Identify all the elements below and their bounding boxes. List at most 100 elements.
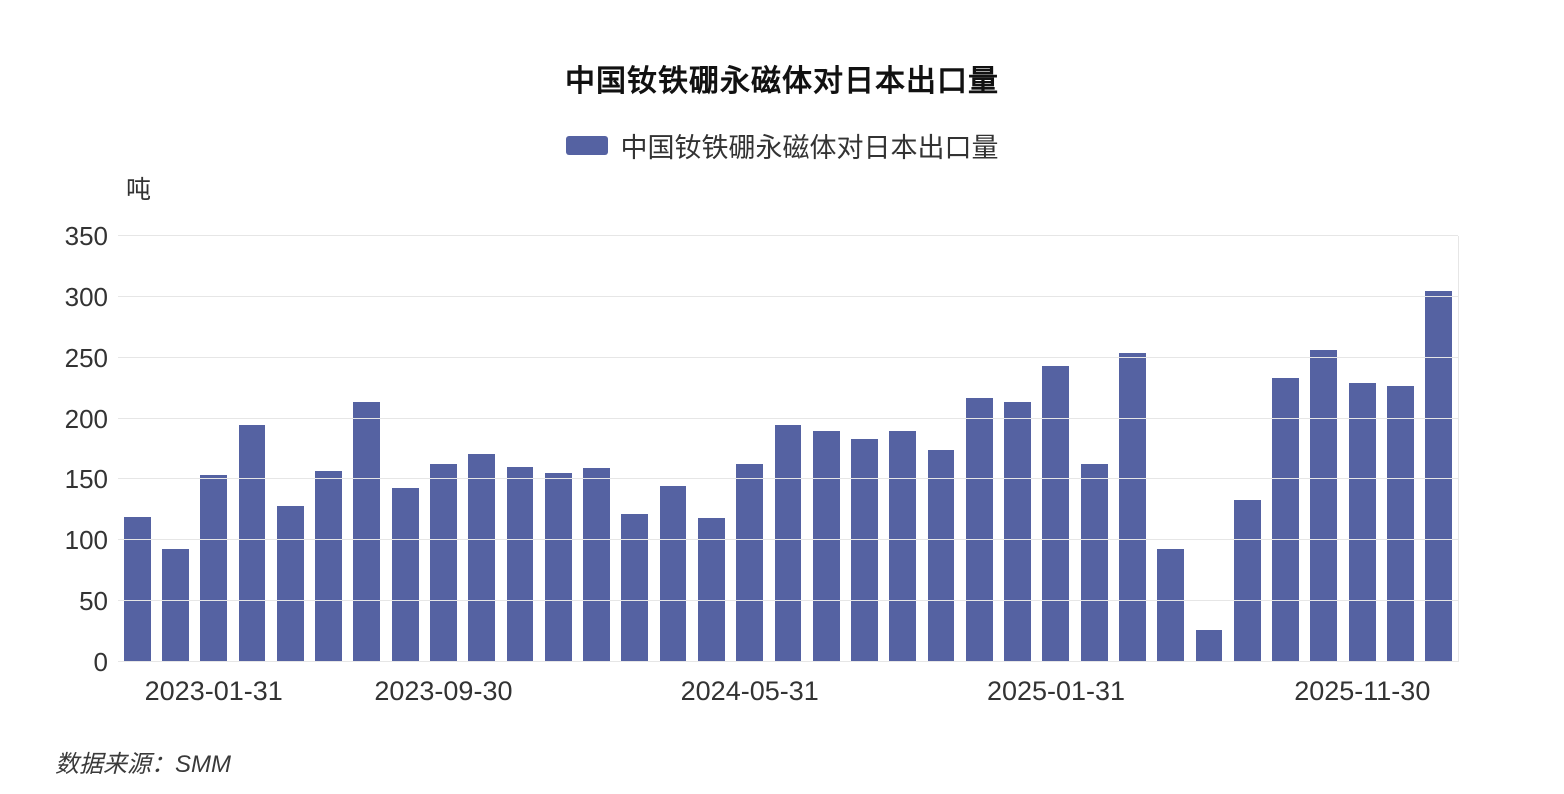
bar-slot	[616, 236, 654, 662]
y-tick-label: 150	[64, 464, 108, 495]
gridline	[118, 417, 1458, 419]
bars	[118, 236, 1458, 662]
bar-slot	[1305, 236, 1343, 662]
chart-title: 中国钕铁硼永磁体对日本出口量	[565, 65, 999, 98]
x-tick-label: 2025-11-30	[1294, 676, 1431, 706]
legend-label: 中国钕铁硼永磁体对日本出口量	[620, 133, 999, 163]
bar	[965, 397, 993, 662]
bar	[315, 470, 342, 662]
bar-slot	[577, 236, 615, 662]
bar	[276, 506, 304, 662]
bar-slot	[309, 236, 347, 662]
bar-slot	[807, 236, 845, 662]
bar	[1080, 463, 1108, 662]
bar	[1272, 378, 1299, 662]
bar	[1425, 290, 1453, 662]
bar	[1233, 500, 1261, 662]
bar	[200, 474, 228, 662]
bar	[544, 473, 572, 662]
bar	[1119, 352, 1146, 662]
bar-slot	[348, 236, 386, 662]
bar-slot	[1075, 236, 1113, 662]
bar	[812, 430, 840, 662]
bar	[1042, 366, 1070, 662]
gridline	[118, 235, 1458, 236]
bar	[1310, 350, 1338, 662]
y-tick-label: 100	[64, 525, 108, 556]
bar-slot	[884, 236, 922, 662]
legend: 中国钕铁硼永磁体对日本出口量	[0, 126, 1564, 165]
legend-swatch-icon	[565, 136, 608, 155]
bar-slot	[998, 236, 1036, 662]
x-tick-label: 2025-01-31	[986, 676, 1126, 706]
bar	[583, 468, 610, 662]
bar-slot	[271, 236, 309, 662]
bar	[1157, 548, 1185, 662]
bar	[468, 453, 496, 662]
bar	[1004, 401, 1031, 662]
bar	[889, 430, 917, 662]
x-tick-label: 2023-01-31	[144, 676, 283, 706]
y-tick-label: 200	[64, 403, 108, 434]
bar	[123, 517, 151, 662]
x-tick-label: 2024-05-31	[680, 676, 819, 706]
bar-slot	[731, 236, 769, 662]
bar-slot	[922, 236, 960, 662]
bar-slot	[692, 236, 730, 662]
bar	[1195, 630, 1223, 662]
bar	[659, 485, 687, 662]
bar-slot	[769, 236, 807, 662]
bar	[621, 513, 649, 662]
bar-slot	[118, 236, 156, 662]
bar	[238, 424, 266, 662]
bar-slot	[1381, 236, 1419, 662]
bar-slot	[1266, 236, 1304, 662]
bar-slot	[1152, 236, 1190, 662]
bar-slot	[1420, 236, 1458, 662]
bar-slot	[539, 236, 577, 662]
bar-slot	[463, 236, 501, 662]
gridline	[118, 295, 1458, 297]
y-tick-label: 0	[93, 647, 108, 677]
bar	[851, 439, 878, 662]
bar	[697, 518, 725, 662]
bar-slot	[195, 236, 233, 662]
y-tick-label: 350	[64, 221, 108, 251]
bar	[353, 401, 381, 662]
gridline	[118, 539, 1458, 541]
y-tick-label: 50	[79, 586, 108, 617]
gridline	[118, 600, 1458, 602]
bar	[736, 463, 764, 662]
bar-slot	[960, 236, 998, 662]
bar	[162, 548, 189, 662]
bar	[1348, 383, 1376, 662]
bar	[506, 467, 534, 662]
bar-slot	[156, 236, 194, 662]
bar	[429, 463, 457, 662]
y-tick-label: 250	[64, 342, 108, 373]
bar-slot	[654, 236, 692, 662]
bar	[927, 450, 955, 662]
bar	[1387, 385, 1414, 662]
bar-slot	[501, 236, 539, 662]
y-axis-tick-labels: 0 50 100 150 200 250 300 350	[0, 223, 108, 675]
bar-slot	[1190, 236, 1228, 662]
bar-slot	[845, 236, 883, 662]
y-tick-label: 300	[64, 281, 108, 312]
bar-slot	[233, 236, 271, 662]
bar	[391, 487, 419, 662]
gridline	[118, 356, 1458, 358]
bar-slot	[1343, 236, 1381, 662]
bar-slot	[1228, 236, 1266, 662]
bar-slot	[1113, 236, 1151, 662]
x-tick-label: 2023-09-30	[374, 676, 513, 706]
y-axis-unit-label: 吨	[126, 176, 152, 204]
bar-slot	[386, 236, 424, 662]
source-note: 数据来源：SMM	[55, 751, 231, 778]
gridline	[118, 661, 1458, 662]
gridline	[118, 478, 1458, 480]
bar	[774, 424, 802, 662]
bar-slot	[1037, 236, 1075, 662]
plot-area: 2023-01-31 2023-09-30 2024-05-31 2025-01-31…	[118, 235, 1459, 706]
